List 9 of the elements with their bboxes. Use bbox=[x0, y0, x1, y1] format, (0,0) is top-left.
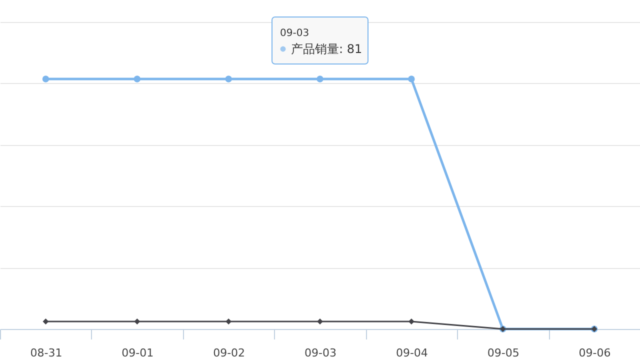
x-tick-label: 09-06 bbox=[578, 346, 611, 360]
x-tick-label: 09-04 bbox=[396, 346, 428, 360]
annotation: 产品销量: 81 bbox=[291, 42, 362, 56]
x-tick-label: 09-03 bbox=[304, 346, 336, 360]
x-tick-label: 08-31 bbox=[30, 346, 62, 360]
x-tick-label: 09-01 bbox=[122, 346, 154, 360]
text: 09-03 bbox=[280, 28, 310, 39]
x-tick-label: 09-02 bbox=[213, 346, 246, 360]
x-tick-label: 09-05 bbox=[487, 346, 520, 360]
